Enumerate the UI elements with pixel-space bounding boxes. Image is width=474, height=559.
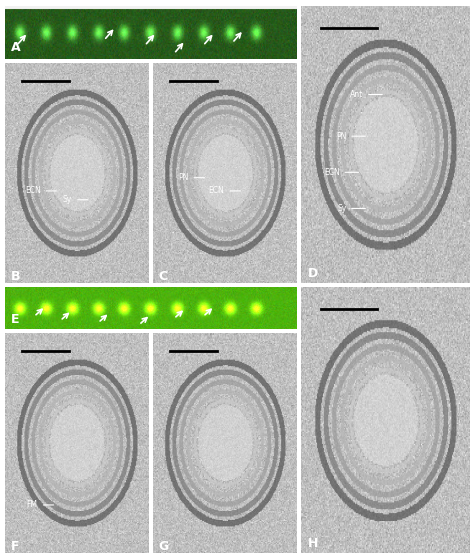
Text: D: D <box>308 267 318 280</box>
Text: E: E <box>10 313 19 326</box>
Text: ECN: ECN <box>25 187 56 196</box>
Text: PN: PN <box>336 132 365 141</box>
Text: Sy: Sy <box>63 195 88 204</box>
Text: ECN: ECN <box>324 168 359 177</box>
Text: B: B <box>10 270 20 283</box>
Text: FM: FM <box>27 500 54 509</box>
Text: G: G <box>158 540 169 553</box>
Text: A: A <box>10 41 20 54</box>
Text: ECN: ECN <box>209 187 240 196</box>
Text: Ant: Ant <box>350 90 382 99</box>
Text: PN: PN <box>178 173 204 182</box>
Text: F: F <box>10 540 19 553</box>
Text: H: H <box>308 537 318 551</box>
Text: C: C <box>158 270 168 283</box>
Text: Sy: Sy <box>337 204 365 213</box>
